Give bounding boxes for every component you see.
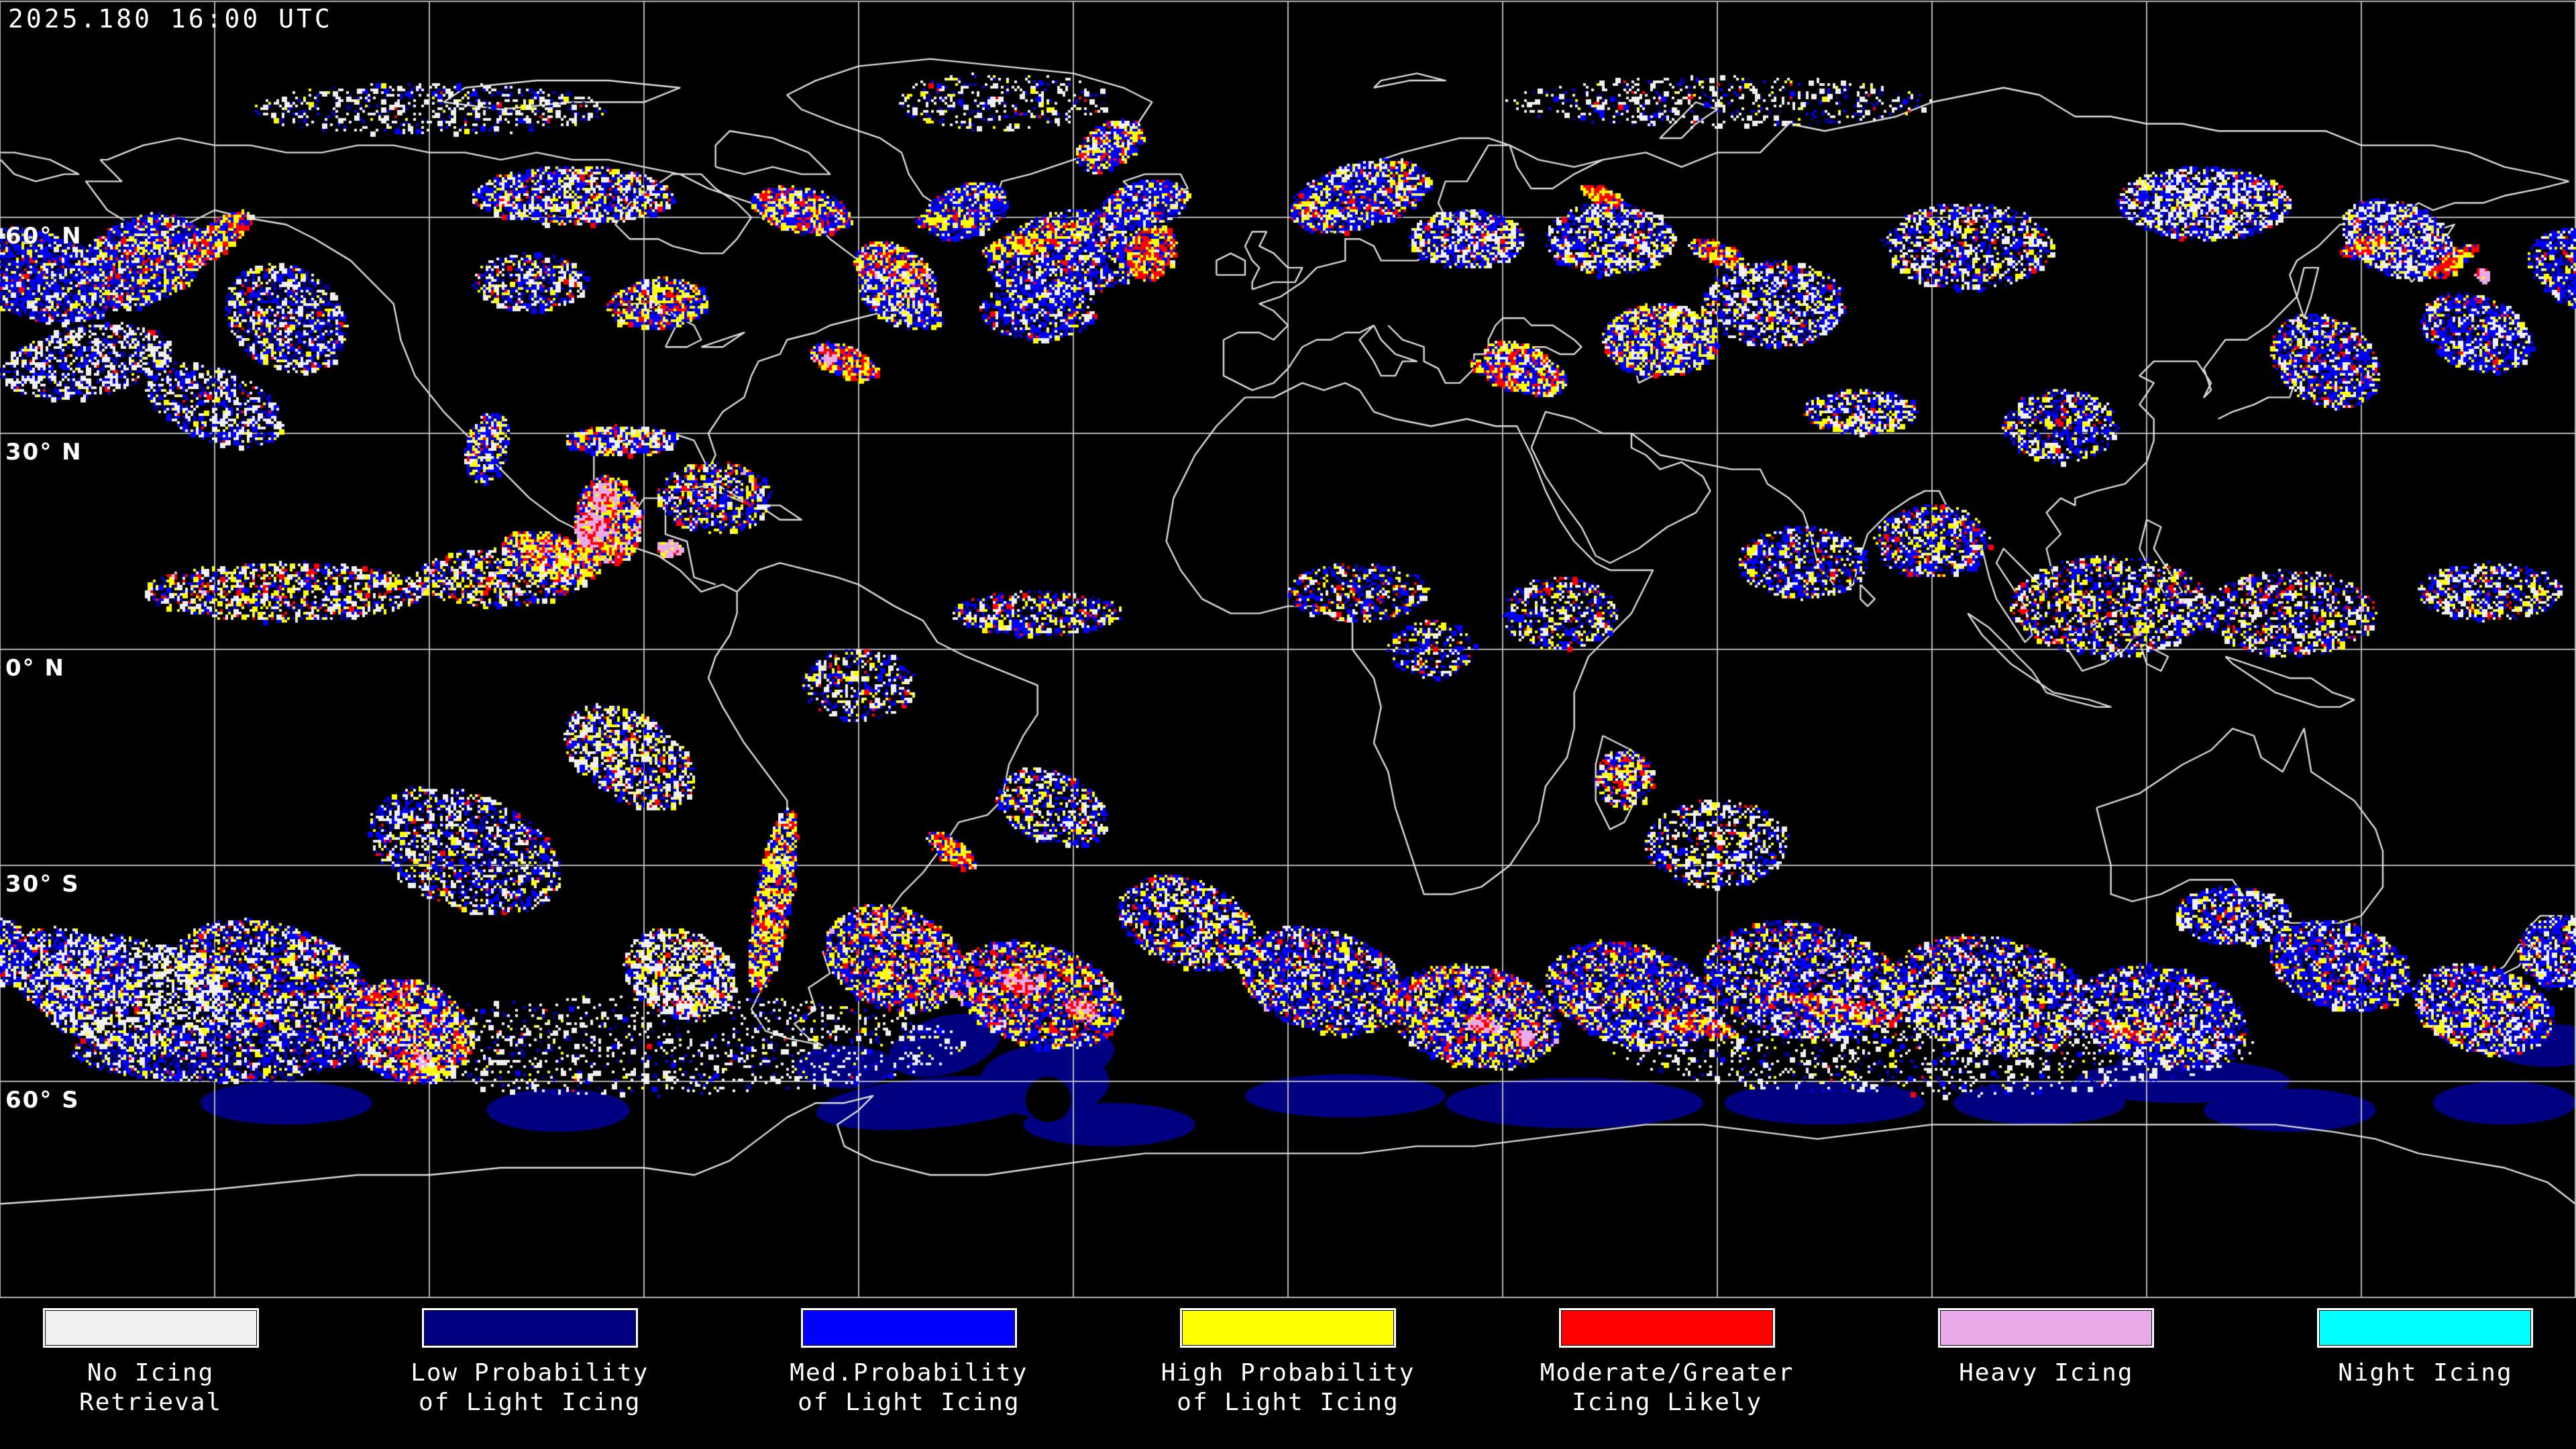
legend-swatch-med-prob [800, 1308, 1017, 1348]
lat-label-30s: 30° S [5, 871, 80, 898]
lat-label-0n: 0° N [5, 655, 65, 682]
legend-label-high-prob: High Probability of Light Icing [1161, 1359, 1415, 1416]
legend-item-low-prob: Low Probability of Light Icing [340, 1308, 719, 1417]
legend-item-med-prob: Med.Probability of Light Icing [719, 1308, 1098, 1417]
legend-item-moderate: Moderate/Greater Icing Likely [1478, 1308, 1857, 1417]
legend-swatch-high-prob [1179, 1308, 1396, 1348]
legend-label-heavy: Heavy Icing [1959, 1359, 2134, 1387]
legend-label-no-icing: No Icing Retrieval [79, 1359, 223, 1416]
legend-item-night: Night Icing [2236, 1308, 2576, 1417]
timestamp: 2025.180 16:00 UTC [8, 4, 333, 34]
legend-label-night: Night Icing [2338, 1359, 2513, 1387]
legend-swatch-heavy [1938, 1308, 2155, 1348]
legend-swatch-no-icing [42, 1308, 259, 1348]
legend-swatch-low-prob [421, 1308, 638, 1348]
legend-label-low-prob: Low Probability of Light Icing [411, 1359, 649, 1416]
legend-label-med-prob: Med.Probability of Light Icing [790, 1359, 1028, 1416]
lat-label-60n: 60° N [5, 223, 83, 250]
legend-label-moderate: Moderate/Greater Icing Likely [1540, 1359, 1794, 1416]
lat-label-30n: 30° N [5, 439, 83, 466]
legend-swatch-moderate [1559, 1308, 1776, 1348]
world-icing-map [0, 0, 2576, 1299]
lat-label-60s: 60° S [5, 1087, 80, 1114]
legend: No Icing Retrieval Low Probability of Li… [0, 1308, 2576, 1417]
legend-swatch-night [2317, 1308, 2534, 1348]
legend-item-heavy: Heavy Icing [1857, 1308, 2236, 1417]
legend-item-high-prob: High Probability of Light Icing [1098, 1308, 1477, 1417]
legend-item-no-icing: No Icing Retrieval [0, 1308, 340, 1417]
